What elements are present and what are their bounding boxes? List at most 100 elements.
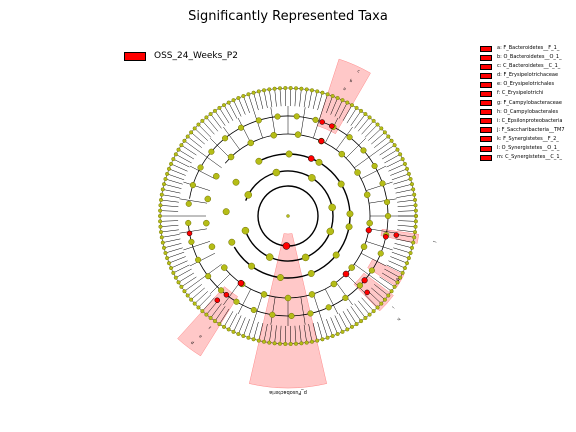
leaf-node [173,152,178,157]
leaf-node [379,126,384,131]
leaf-spoke [368,291,382,304]
leaf-node [166,166,171,171]
leaf-spoke [294,88,297,107]
leaf-spoke [308,324,313,342]
branch-line [237,117,251,144]
leaf-spoke [167,251,185,259]
leaf-spoke [243,319,250,337]
leaf-node [309,88,314,93]
leaf-spoke [371,287,386,300]
leaf-node [200,309,205,314]
key-label: j: F_Saccharibacteria__TM7 [497,126,565,133]
leaf-node [375,122,380,127]
leaf-spoke [330,317,338,335]
leaf-node [231,329,236,334]
key-swatch [480,54,492,61]
leaf-node [208,112,213,117]
leaf-node [189,297,194,302]
leaf-spoke [219,107,230,124]
key-swatch [480,63,492,70]
leaf-spoke [342,105,353,121]
branch-line [189,253,216,267]
leaf-spoke [187,136,202,148]
key-swatch [480,100,492,107]
leaf-spoke [178,149,195,160]
leaf-spoke [175,268,192,278]
leaf-node [411,240,416,245]
leaf-spoke [202,120,215,135]
leaf-node [354,322,359,327]
leaf-node [185,293,190,298]
leaf-node [386,134,391,139]
key-label: g: F_Campylobacteraceae [497,99,562,106]
leaf-spoke [160,220,179,222]
key-label: k: F_Synergistetes__F_2_ [497,135,559,142]
clade-node [274,113,281,120]
clade-node [356,282,363,289]
leaf-node [251,90,256,95]
clade-node [227,153,235,161]
leaf-node [169,161,174,166]
leaf-node [413,208,418,213]
key-label: m: C_Synergistetes__C_1_ [497,154,562,161]
leaf-node [159,235,164,240]
leaf-node [406,171,411,176]
leaf-spoke [397,224,416,227]
leaf-node [173,275,178,280]
leaf-spoke [258,91,264,109]
branch-line [345,138,366,159]
leaf-node [371,118,376,123]
leaf-spoke [210,303,222,319]
clade-node [269,311,276,318]
leaf-node [330,333,335,338]
leaf-spoke [223,311,234,327]
leaf-spoke [184,280,200,292]
leaf-spoke [394,183,413,189]
leaf-spoke [214,110,226,126]
leaf-spoke [379,276,395,288]
clade-label: f [208,325,213,330]
leaf-node [325,92,330,97]
leaf-spoke [161,234,180,238]
leaf-spoke [393,178,411,185]
leaf-node [350,324,355,329]
leaf-spoke [361,120,374,135]
leaf-node [267,340,272,345]
leaf-spoke [384,154,401,164]
leaf-node [200,118,205,123]
clade-node [308,174,316,182]
leaf-node [221,324,226,329]
leaf-node [350,103,355,108]
leaf-node [267,87,272,92]
leaf-spoke [173,158,190,168]
leaf-spoke [299,325,302,344]
leaf-spoke [233,315,242,332]
highlight-node [318,138,325,145]
key-row: c: C_Bacteroidetes__C_1_ [480,62,565,71]
leaf-spoke [214,306,226,322]
leaf-spoke [160,229,179,233]
leaf-node [386,293,391,298]
leaf-node [367,312,372,317]
leaf-node [330,94,335,99]
leaf-node [262,88,267,93]
branch-line [325,117,339,144]
clade-node [330,280,338,288]
leaf-node [226,100,231,105]
leaf-spoke [194,291,208,304]
key-row: a: F_Bacteroidetes__F_1_ [480,44,565,53]
leaf-spoke [206,300,219,315]
clade-node [384,212,392,220]
leaf-node [382,130,387,135]
leaf-node [159,192,164,197]
leaf-node [160,187,165,192]
leaf-node [182,138,187,143]
clade-node [213,172,220,180]
leaf-node [392,284,397,289]
highlight-node [186,230,193,237]
highlight-node [383,234,389,240]
branch-line [368,228,397,234]
leaf-spoke [303,89,307,108]
clade-node [288,312,295,319]
